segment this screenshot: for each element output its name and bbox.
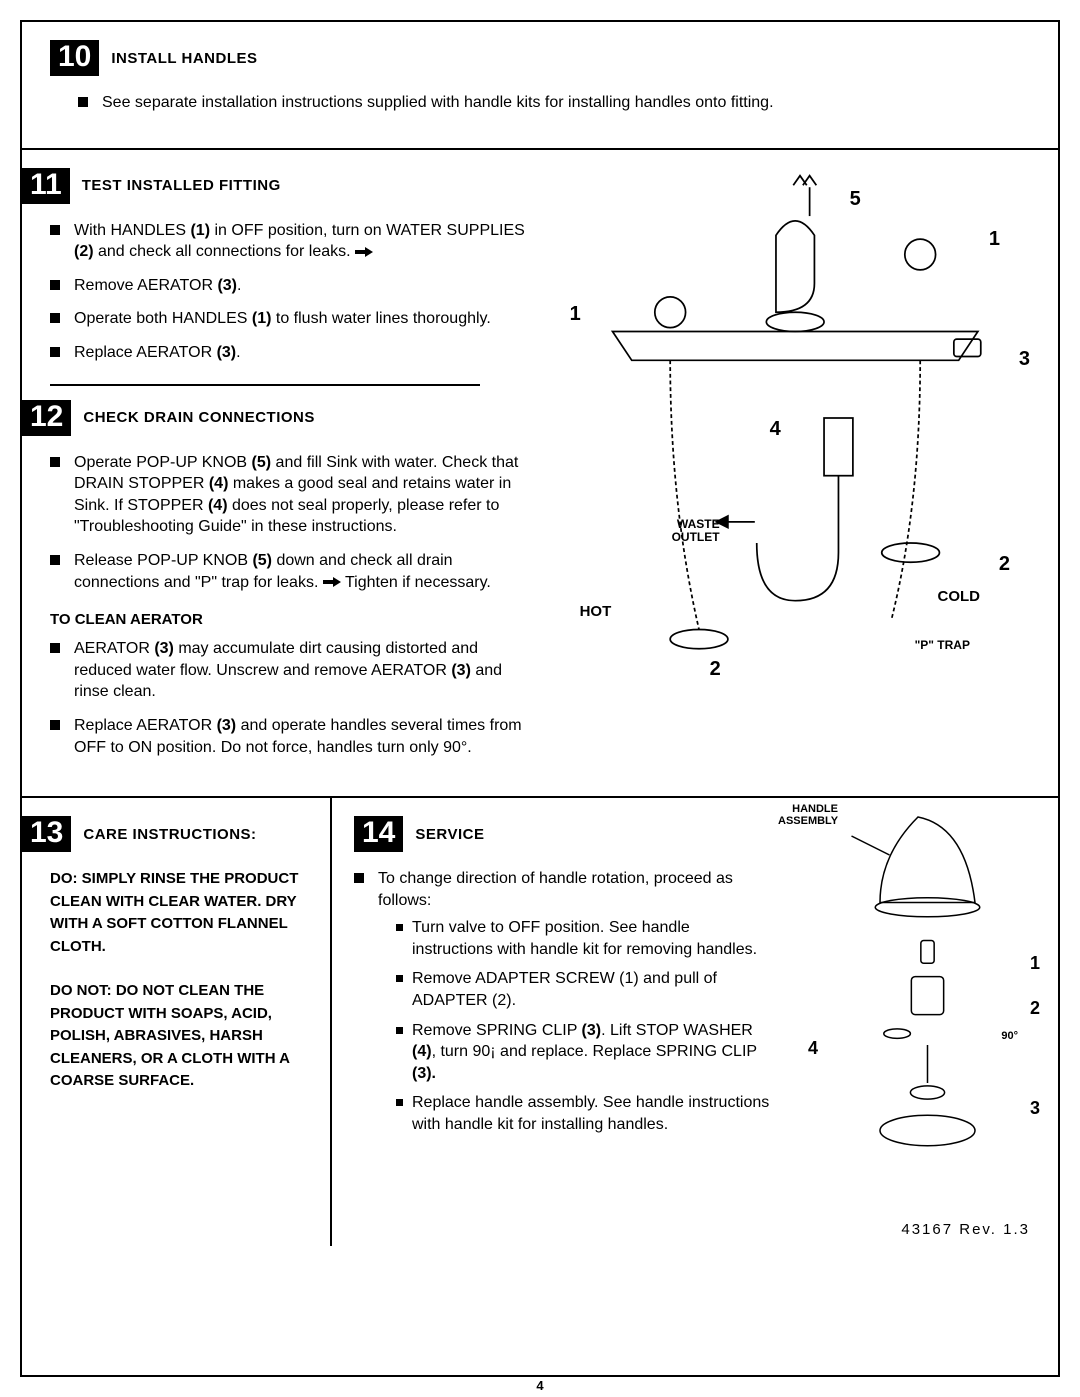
step-10-header: 10 INSTALL HANDLES xyxy=(50,40,1030,76)
hot-label: HOT xyxy=(580,603,612,620)
callout-4: 4 xyxy=(770,418,781,441)
clean-bullet-2: Replace AERATOR (3) and operate handles … xyxy=(50,715,540,758)
step-11-bullets: With HANDLES (1) in OFF position, turn o… xyxy=(50,220,540,364)
sub-4: Replace handle assembly. See handle inst… xyxy=(396,1092,773,1135)
cold-label: COLD xyxy=(937,588,980,605)
step-11-12-section: 11 TEST INSTALLED FITTING With HANDLES (… xyxy=(22,150,1058,799)
care-donot: DO NOT: DO NOT CLEAN THE PRODUCT WITH SO… xyxy=(50,980,308,1093)
step-14-title: SERVICE xyxy=(415,826,484,843)
step-12-bullets: Operate POP-UP KNOB (5) and fill Sink wi… xyxy=(50,452,540,594)
step-11-title: TEST INSTALLED FITTING xyxy=(82,177,281,194)
arrow-right-icon xyxy=(323,576,341,588)
callout-2: 2 xyxy=(999,553,1010,576)
waste-label: WASTE OUTLET xyxy=(660,518,720,544)
sd-1: 1 xyxy=(1030,953,1040,974)
bottom-row: 13 CARE INSTRUCTIONS: DO: SIMPLY RINSE T… xyxy=(22,798,1058,1246)
sub-3: Remove SPRING CLIP (3). Lift STOP WASHER… xyxy=(396,1020,773,1085)
step-11-bullet-3: Operate both HANDLES (1) to flush water … xyxy=(50,308,540,330)
handle-svg xyxy=(778,798,1058,1178)
step-13-header: 13 CARE INSTRUCTIONS: xyxy=(22,816,308,852)
step-10-number: 10 xyxy=(50,40,99,76)
sd-2: 2 xyxy=(1030,998,1040,1019)
care-do: DO: SIMPLY RINSE THE PRODUCT CLEAN WITH … xyxy=(50,868,308,958)
clean-aerator-title: TO CLEAN AERATOR xyxy=(50,611,540,628)
step-12-number: 12 xyxy=(22,400,71,436)
step-13-section: 13 CARE INSTRUCTIONS: DO: SIMPLY RINSE T… xyxy=(22,798,332,1246)
divider xyxy=(50,384,480,386)
faucet-diagram-container: 5 1 1 3 4 2 2 HOT COLD WASTE OUTLET "P" … xyxy=(560,168,1030,771)
step-11-header: 11 TEST INSTALLED FITTING xyxy=(22,168,540,204)
step-12-bullet-1: Operate POP-UP KNOB (5) and fill Sink wi… xyxy=(50,452,540,538)
step-10-section: 10 INSTALL HANDLES See separate installa… xyxy=(22,22,1058,150)
step-14-bullets: To change direction of handle rotation, … xyxy=(354,868,773,1136)
callout-1: 1 xyxy=(570,303,581,326)
ptrap-label: "P" TRAP xyxy=(915,638,970,652)
step-14-section: 14 SERVICE To change direction of handle… xyxy=(332,798,1058,1246)
step-12-header: 12 CHECK DRAIN CONNECTIONS xyxy=(22,400,540,436)
handle-assembly-label: HANDLE ASSEMBLY xyxy=(778,803,838,827)
step-10-bullet-1: See separate installation instructions s… xyxy=(78,92,1030,114)
callout-5: 5 xyxy=(850,188,861,211)
step-13-title: CARE INSTRUCTIONS: xyxy=(83,826,256,843)
callout-3: 3 xyxy=(1019,348,1030,371)
instruction-page: 10 INSTALL HANDLES See separate installa… xyxy=(20,20,1060,1377)
page-number: 4 xyxy=(536,1378,543,1393)
step-11-bullet-1: With HANDLES (1) in OFF position, turn o… xyxy=(50,220,540,263)
arrow-right-icon xyxy=(355,246,373,258)
step-10-bullets: See separate installation instructions s… xyxy=(50,92,1030,114)
sd-4: 4 xyxy=(808,1038,818,1059)
clean-bullet-1: AERATOR (3) may accumulate dirt causing … xyxy=(50,638,540,703)
sd-3: 3 xyxy=(1030,1098,1040,1119)
faucet-diagram: 5 1 1 3 4 2 2 HOT COLD WASTE OUTLET "P" … xyxy=(560,168,1030,668)
sub-1: Turn valve to OFF position. See handle i… xyxy=(396,917,773,960)
left-column: 11 TEST INSTALLED FITTING With HANDLES (… xyxy=(50,168,560,771)
step-12-bullet-2: Release POP-UP KNOB (5) down and check a… xyxy=(50,550,540,593)
step-11-bullet-4: Replace AERATOR (3). xyxy=(50,342,540,364)
callout-2: 2 xyxy=(710,658,721,681)
step-11-bullet-2: Remove AERATOR (3). xyxy=(50,275,540,297)
step-14-sub-bullets: Turn valve to OFF position. See handle i… xyxy=(378,917,773,1135)
step-13-number: 13 xyxy=(22,816,71,852)
doc-revision: 43167 Rev. 1.3 xyxy=(901,1221,1030,1238)
sd-90: 90° xyxy=(1001,1030,1018,1042)
step-12-title: CHECK DRAIN CONNECTIONS xyxy=(83,409,315,426)
callout-1: 1 xyxy=(989,228,1000,251)
step-10-title: INSTALL HANDLES xyxy=(111,50,257,67)
sub-2: Remove ADAPTER SCREW (1) and pull of ADA… xyxy=(396,968,773,1011)
step-14-number: 14 xyxy=(354,816,403,852)
step-11-number: 11 xyxy=(22,168,70,204)
step-14-bullet-1: To change direction of handle rotation, … xyxy=(354,868,773,1136)
handle-diagram: HANDLE ASSEMBLY 1 2 4 3 90° xyxy=(778,798,1058,1178)
clean-bullets: AERATOR (3) may accumulate dirt causing … xyxy=(50,638,540,758)
